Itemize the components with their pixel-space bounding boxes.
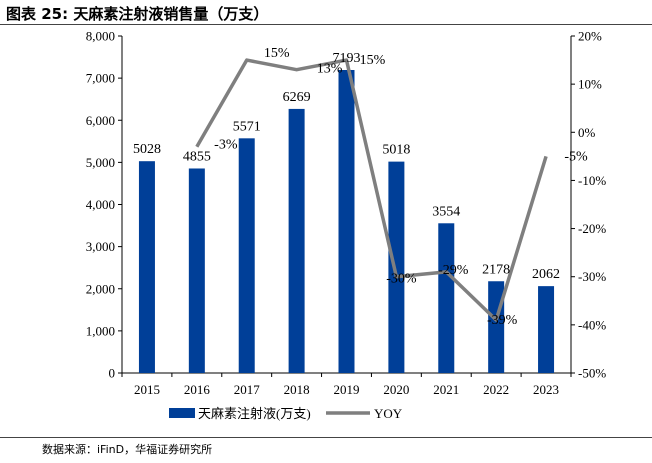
source-note: 数据来源：iFinD，华福证券研究所 [42, 443, 213, 456]
x-tick-label: 2022 [483, 382, 509, 397]
bar-value-label: 5028 [133, 142, 161, 157]
bar [438, 223, 455, 373]
bar [288, 108, 305, 374]
bar [388, 161, 405, 373]
yoy-line [195, 58, 548, 322]
y-left-tick-label: 7,000 [86, 71, 115, 86]
bar-value-label: 2062 [532, 267, 560, 282]
yoy-value-label: -3% [214, 138, 238, 153]
y-right-tick-label: -20% [578, 221, 606, 236]
legend-bar-label: 天麻素注射液(万支) [198, 406, 311, 421]
yoy-value-label: -29% [438, 263, 469, 278]
bar-value-label: 4855 [183, 149, 211, 164]
data-labels: 5028 4855 5571 6269 7193 5018 3554 2178 2062 -3% 1… [133, 46, 588, 328]
chart-legend: 天麻素注射液(万支) YOY [169, 406, 403, 421]
bottom-rule [0, 437, 652, 438]
y-left-tick-label: 4,000 [86, 197, 115, 212]
bar [538, 286, 555, 373]
x-tick-label: 2017 [234, 382, 261, 397]
figure-title: 图表 25: 天麻素注射液销售量（万支） [6, 5, 269, 23]
x-tick-label: 2020 [383, 382, 409, 397]
x-tick-label: 2021 [433, 382, 459, 397]
y-right-tick-label: -30% [578, 269, 606, 284]
bar [188, 168, 205, 373]
y-left-tick-label: 8,000 [86, 29, 115, 44]
y-right-tick-label: -10% [578, 173, 606, 188]
y-left-tick-label: 3,000 [86, 239, 115, 254]
legend-bar-swatch [169, 408, 195, 418]
yoy-value-label: -30% [386, 272, 417, 287]
x-tick-label: 2023 [533, 382, 559, 397]
bar-value-label: 7193 [333, 51, 361, 66]
yoy-value-label: -5% [564, 149, 588, 164]
bar [238, 138, 255, 373]
y-left-tick-label: 0 [109, 366, 116, 381]
chart-axes: 0 1,000 2,000 3,000 4,000 5,000 6,000 7,000 8,00… [86, 29, 607, 398]
legend-line-label: YOY [374, 406, 403, 421]
y-left-tick-label: 1,000 [86, 323, 115, 338]
bar [338, 69, 355, 373]
yoy-value-label: 13% [317, 62, 343, 77]
y-left-tick-label: 2,000 [86, 281, 115, 296]
y-right-tick-label: 0% [578, 125, 596, 140]
yoy-value-label: 15% [360, 53, 386, 68]
bar-value-label: 5571 [233, 119, 261, 134]
bar-value-label: 3554 [432, 204, 460, 219]
title-rule [0, 24, 652, 25]
x-tick-label: 2019 [334, 382, 360, 397]
y-right-tick-label: -50% [578, 366, 606, 381]
bar-value-label: 2178 [482, 262, 510, 277]
bar-value-label: 6269 [283, 90, 311, 105]
yoy-value-label: 15% [264, 46, 290, 61]
x-tick-label: 2015 [134, 382, 160, 397]
y-right-tick-label: 10% [578, 77, 602, 92]
bar-series [138, 69, 555, 374]
y-right-tick-label: 20% [578, 29, 602, 44]
bar [138, 161, 155, 373]
yoy-value-label: -39% [487, 313, 518, 328]
x-tick-label: 2016 [184, 382, 211, 397]
yoy-line-series [195, 58, 548, 322]
bar-value-label: 5018 [382, 143, 410, 158]
x-tick-label: 2018 [284, 382, 310, 397]
y-right-tick-label: -40% [578, 317, 606, 332]
sales-chart: 0 1,000 2,000 3,000 4,000 5,000 6,000 7,000 8,00… [86, 29, 607, 422]
y-left-tick-label: 6,000 [86, 113, 115, 128]
y-left-tick-label: 5,000 [86, 155, 115, 170]
